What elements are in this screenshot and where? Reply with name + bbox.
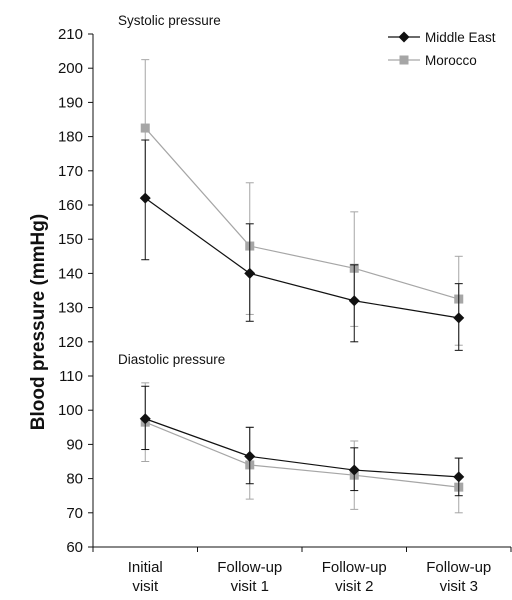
y-tick-label: 130	[58, 300, 83, 317]
legend-item-morocco: Morocco	[388, 53, 477, 68]
x-tick-label: Follow-up	[426, 559, 491, 576]
legend: Middle East Morocco	[388, 30, 496, 68]
systolic-annotation: Systolic pressure	[118, 13, 221, 28]
series-systolic-middle-east	[139, 139, 465, 351]
data-point	[453, 471, 465, 483]
y-tick-label: 160	[58, 197, 83, 214]
data-point	[139, 413, 151, 425]
series-line	[144, 127, 459, 300]
y-tick-label: 60	[66, 539, 83, 556]
y-tick-label: 100	[58, 402, 83, 419]
legend-item-middle-east: Middle East	[388, 30, 496, 45]
data-point	[244, 450, 256, 462]
data-point	[453, 312, 465, 324]
y-tick-label: 80	[66, 471, 83, 488]
x-tick-label: visit 1	[231, 578, 269, 595]
data-point	[140, 123, 150, 133]
y-tick-label: 140	[58, 265, 83, 282]
y-tick-label: 120	[58, 334, 83, 351]
x-tick-label: visit 3	[440, 578, 478, 595]
data-point	[348, 295, 360, 307]
y-tick-label: 170	[58, 163, 83, 180]
y-tick-label: 210	[58, 26, 83, 43]
series-systolic-morocco	[140, 59, 464, 346]
series-line	[144, 197, 459, 319]
data-point	[348, 464, 360, 476]
x-tick-label: Follow-up	[217, 559, 282, 576]
x-tick-label: Follow-up	[322, 559, 387, 576]
y-tick-label: 110	[59, 368, 83, 385]
data-point	[244, 267, 256, 279]
series-diastolic-middle-east	[139, 385, 465, 497]
legend-label: Middle East	[425, 30, 496, 45]
data-point	[139, 192, 151, 204]
y-tick-label: 190	[58, 94, 83, 111]
y-tick-label: 70	[66, 505, 83, 522]
y-tick-label: 180	[58, 129, 83, 146]
y-tick-label: 200	[58, 60, 83, 77]
plot-area	[139, 59, 465, 514]
legend-marker	[398, 31, 410, 43]
series-diastolic-morocco	[140, 382, 464, 514]
x-tick-label: visit	[132, 578, 159, 595]
legend-label: Morocco	[425, 53, 477, 68]
series-line	[145, 421, 459, 488]
y-tick-label: 150	[58, 231, 83, 248]
axes: 60 70 80 90 100 110 120 130 140 150 160 170 180 190 20…	[58, 26, 512, 595]
y-axis-label: Blood pressure (mmHg)	[28, 214, 49, 430]
y-tick-label: 90	[66, 436, 83, 453]
x-tick-label: visit 2	[335, 578, 373, 595]
legend-marker	[399, 55, 409, 65]
diastolic-annotation: Diastolic pressure	[118, 352, 225, 367]
x-tick-label: Initial	[128, 559, 163, 576]
series-line	[145, 418, 459, 478]
